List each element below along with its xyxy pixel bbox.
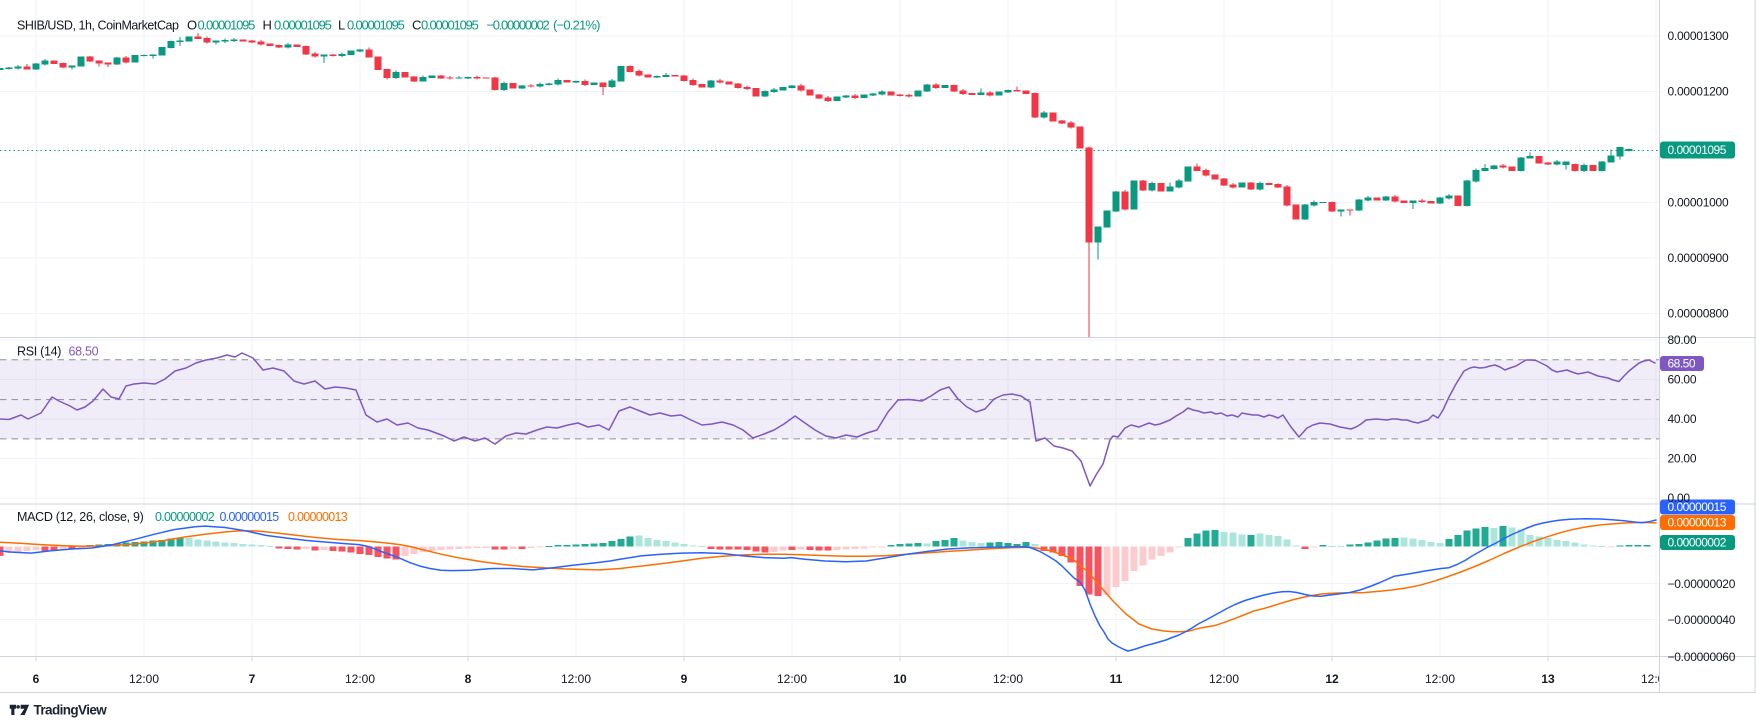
svg-text:O: O (187, 18, 197, 33)
svg-text:−0.00000002: −0.00000002 (487, 18, 550, 33)
svg-text:12:00: 12:00 (1641, 672, 1671, 686)
svg-text:12:00: 12:00 (345, 672, 375, 686)
svg-text:12:00: 12:00 (993, 672, 1023, 686)
svg-text:12: 12 (1325, 672, 1339, 686)
svg-text:20.00: 20.00 (1668, 452, 1697, 466)
svg-text:11: 11 (1110, 672, 1123, 686)
svg-text:7: 7 (249, 672, 256, 686)
svg-text:0.00000800: 0.00000800 (1668, 307, 1729, 321)
svg-text:9: 9 (681, 672, 688, 686)
svg-text:68.50: 68.50 (69, 345, 99, 359)
svg-text:−0.00000060: −0.00000060 (1668, 650, 1736, 664)
svg-text:60.00: 60.00 (1668, 373, 1697, 387)
svg-text:68.50: 68.50 (1668, 357, 1696, 371)
svg-text:(−0.21%): (−0.21%) (553, 18, 600, 33)
svg-text:0.00000015: 0.00000015 (1668, 500, 1727, 514)
svg-text:12:00: 12:00 (777, 672, 807, 686)
svg-text:6: 6 (33, 672, 40, 686)
svg-text:0.00001095: 0.00001095 (347, 18, 405, 33)
svg-text:L: L (338, 18, 345, 33)
svg-text:0.00000002: 0.00000002 (1668, 536, 1727, 550)
svg-text:8: 8 (465, 672, 472, 686)
svg-text:0.00001095: 0.00001095 (421, 18, 479, 33)
svg-text:0.00001095: 0.00001095 (274, 18, 332, 33)
svg-text:−0.00000020: −0.00000020 (1668, 577, 1736, 591)
svg-text:SHIB/USD, 1h, CoinMarketCap: SHIB/USD, 1h, CoinMarketCap (17, 19, 179, 33)
svg-text:C: C (412, 18, 421, 33)
svg-text:0.00000015: 0.00000015 (220, 510, 280, 524)
svg-text:0.00000002: 0.00000002 (155, 510, 215, 524)
svg-text:12:00: 12:00 (1425, 672, 1455, 686)
svg-text:0.00001000: 0.00001000 (1668, 196, 1729, 210)
svg-text:RSI (14): RSI (14) (17, 345, 61, 359)
svg-text:13: 13 (1541, 672, 1555, 686)
svg-text:10: 10 (893, 672, 907, 686)
svg-text:TradingView: TradingView (34, 703, 108, 718)
svg-text:0.00001095: 0.00001095 (198, 18, 256, 33)
svg-text:−0.00000040: −0.00000040 (1668, 613, 1736, 627)
svg-text:12:00: 12:00 (561, 672, 591, 686)
svg-text:0.00001300: 0.00001300 (1668, 29, 1729, 43)
svg-text:0.00001095: 0.00001095 (1668, 143, 1727, 157)
svg-text:MACD (12, 26, close, 9): MACD (12, 26, close, 9) (17, 510, 144, 524)
svg-text:12:00: 12:00 (1209, 672, 1239, 686)
svg-text:80.00: 80.00 (1668, 333, 1697, 347)
svg-text:40.00: 40.00 (1668, 412, 1697, 426)
svg-text:0.00000013: 0.00000013 (1668, 516, 1727, 530)
svg-text:12:00: 12:00 (129, 672, 159, 686)
svg-text:0.00: 0.00 (1668, 491, 1691, 505)
svg-text:0.00001200: 0.00001200 (1668, 85, 1729, 99)
svg-text:0.00000900: 0.00000900 (1668, 251, 1729, 265)
svg-text:H: H (263, 18, 272, 33)
svg-text:0.00000013: 0.00000013 (288, 510, 348, 524)
